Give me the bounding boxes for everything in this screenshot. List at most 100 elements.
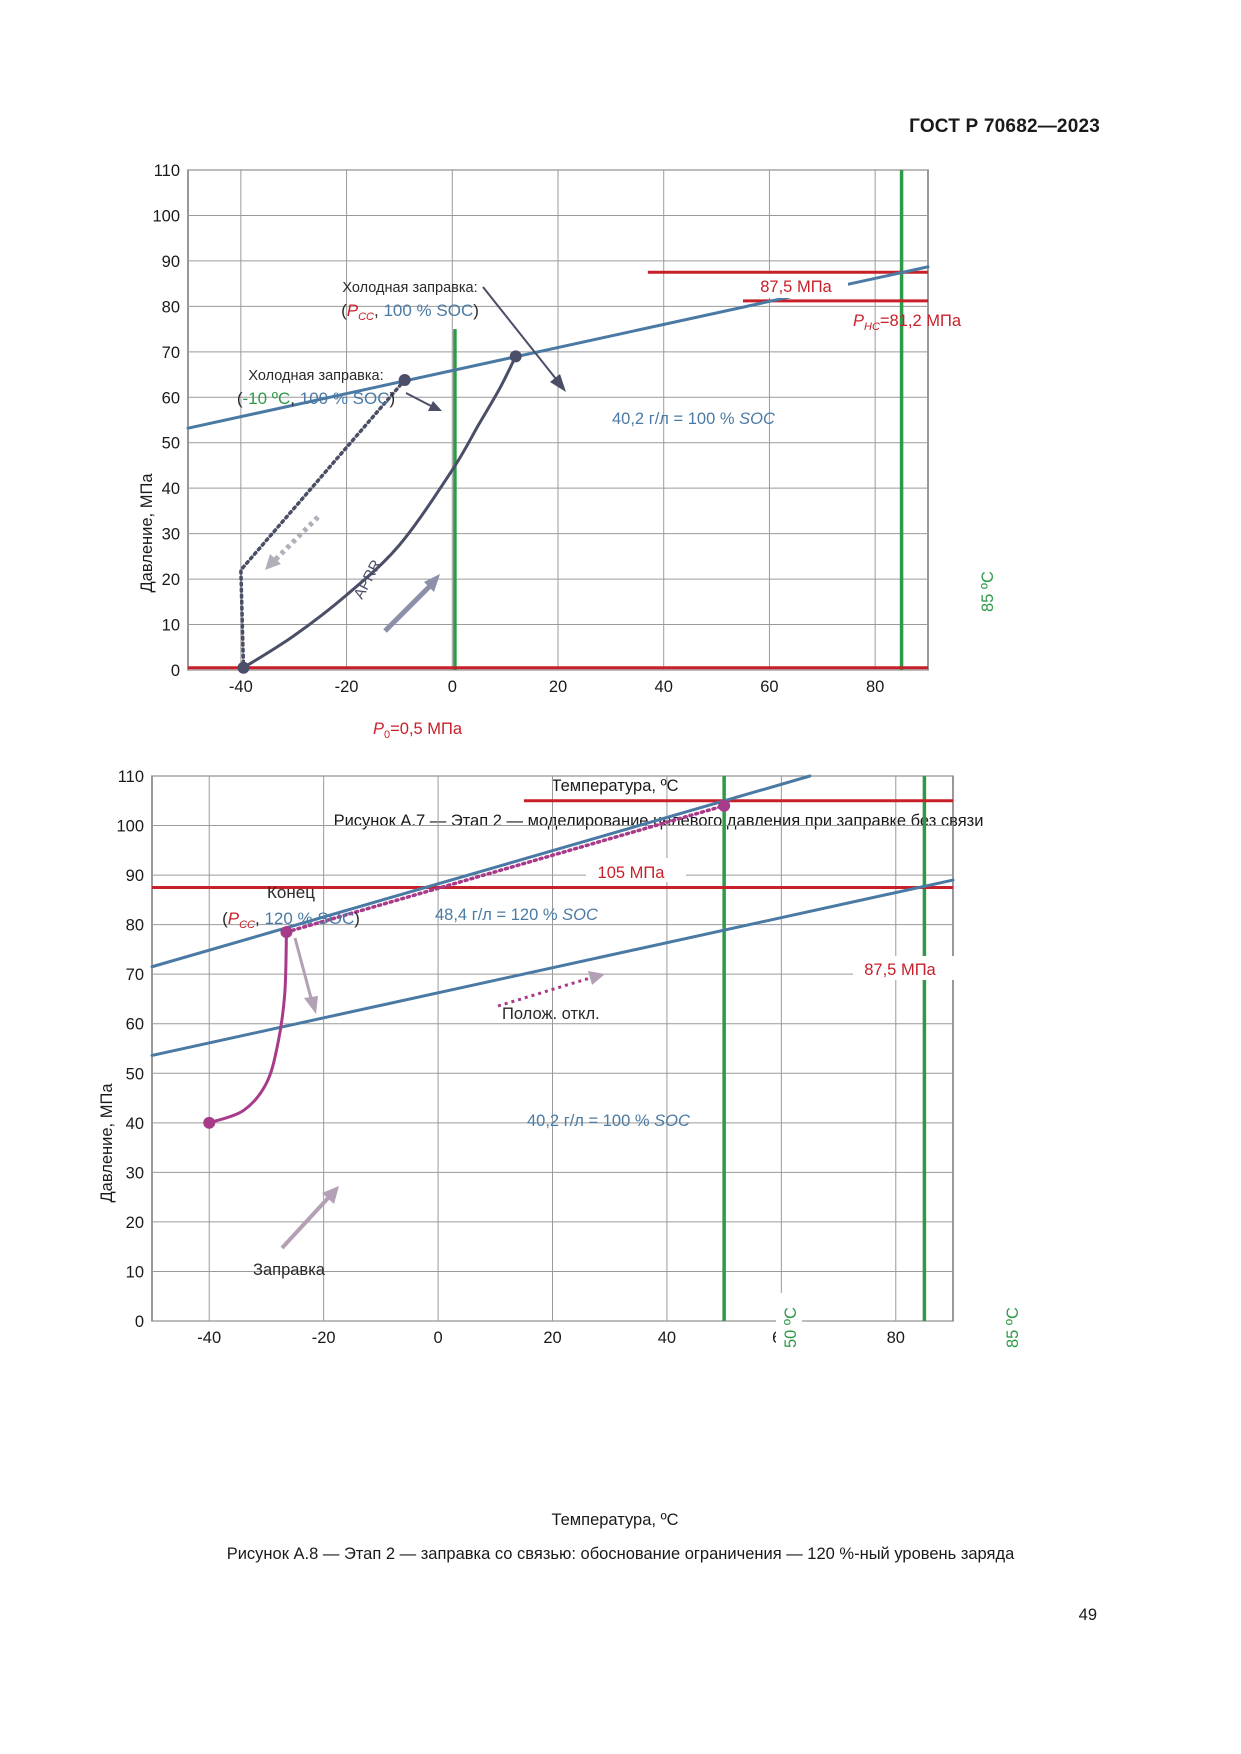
arrow-fill-direction (280, 1194, 332, 1250)
arrow-cooldown-direction (273, 515, 320, 562)
series-label-100-soc: 40,2 г/л = 100 % SOC (527, 1112, 690, 1130)
arrow-head (424, 574, 440, 592)
annotation-end: (PСС, 120 % SOC) (222, 909, 360, 931)
y-tick-label: 70 (126, 966, 144, 984)
series-line (150, 774, 812, 969)
chart-marks (203, 799, 731, 1129)
y-tick-label: 20 (162, 571, 180, 589)
data-point (280, 926, 293, 939)
data-point (718, 799, 731, 812)
x-tick-label: 60 (760, 678, 778, 696)
y-tick-label: 90 (162, 253, 180, 271)
arrow-head (322, 1186, 339, 1204)
data-point (509, 350, 522, 363)
annotation-cold-10: (-10 ºC, 100 % SOC) (237, 389, 395, 408)
series-line (242, 354, 518, 670)
figure-caption-a8: Рисунок А.8 — Этап 2 — заправка со связь… (226, 1545, 1015, 1563)
y-tick-label: 50 (162, 435, 180, 453)
arrow-fill-direction (383, 582, 434, 633)
series-label-120-soc: 48,4 г/л = 120 % SOC (435, 906, 598, 924)
data-point (237, 661, 250, 674)
label-bg (998, 1293, 1024, 1353)
y-tick-label: 40 (162, 480, 180, 498)
annotation-positive-deviation: Полож. откл. (502, 1005, 600, 1023)
y-tick-label: 10 (162, 617, 180, 635)
series-line (150, 878, 955, 1057)
y-tick-label: 10 (126, 1263, 144, 1281)
annotation-cold-10-title: Холодная заправка: (248, 368, 383, 384)
x-tick-label: 40 (658, 1329, 676, 1347)
chart-figure-a7: -40 -20 0 20 40 60 80 0 10 20 30 40 50 60 70 80 90 100 110… (138, 162, 997, 795)
series-line (239, 378, 407, 670)
label-bg (853, 956, 957, 980)
page-number: 49 (1078, 1606, 1097, 1624)
label-bg (586, 858, 686, 882)
y-tick-label: 110 (154, 162, 180, 180)
hline-label-p0: P0=0,5 МПа (373, 720, 463, 741)
chart-grid (187, 169, 929, 671)
arrow-to-cc-point (482, 286, 561, 385)
x-axis-label: Температура, ºС (551, 777, 678, 795)
y-tick-label: 40 (126, 1115, 144, 1133)
chart-marks (237, 350, 522, 674)
y-axis-label: Давление, МПа (98, 1083, 116, 1203)
annotation-cold-cc: (PСС, 100 % SOC) (341, 301, 479, 323)
arrow-head (550, 374, 566, 392)
x-tick-label: 20 (549, 678, 567, 696)
x-tick-label: -40 (197, 1329, 221, 1347)
x-tick-label: 80 (887, 1329, 905, 1347)
chart-lines (150, 774, 955, 1321)
x-tick-label: 0 (448, 678, 457, 696)
x-tick-label: 40 (655, 678, 673, 696)
y-tick-label: 90 (126, 867, 144, 885)
x-tick-label: -20 (312, 1329, 336, 1347)
y-tick-label: 60 (162, 389, 180, 407)
arrow-head (588, 971, 605, 985)
label-bg (744, 274, 848, 298)
vline-label-85: 85 ºС (1004, 1307, 1022, 1348)
arrow-head (304, 996, 318, 1014)
arrow-head (265, 554, 281, 570)
series-label-100-soc: 40,2 г/л = 100 % SOC (612, 410, 775, 428)
y-tick-label: 20 (126, 1214, 144, 1232)
y-tick-label: 70 (162, 344, 180, 362)
vline-label-50: 50 ºС (782, 1307, 800, 1348)
arrow-to-end-point (293, 937, 313, 999)
x-tick-label: 20 (543, 1329, 561, 1347)
series-line (284, 803, 726, 934)
figure-caption-a7: Рисунок А.7 — Этап 2 — моделирование цел… (333, 812, 984, 830)
chart-grid (151, 775, 954, 1322)
y-tick-label: 50 (126, 1065, 144, 1083)
label-bg (776, 1293, 802, 1353)
series-line (207, 930, 288, 1125)
data-point (398, 374, 411, 386)
vline-label-85: 85 ºС (979, 571, 997, 612)
annotation-fill: Заправка (253, 1261, 326, 1279)
hline-label-87-5: 87,5 МПа (760, 278, 832, 296)
annotation-end-title: Конец (267, 883, 315, 902)
arrow-to-minus10-point (405, 392, 434, 408)
y-tick-label: 30 (126, 1164, 144, 1182)
x-tick-label: 0 (433, 1329, 442, 1347)
x-tick-label: -40 (229, 678, 253, 696)
y-tick-label: 80 (126, 917, 144, 935)
data-point (203, 1116, 216, 1129)
x-tick-label: -20 (335, 678, 359, 696)
x-tick-label: 80 (866, 678, 884, 696)
y-tick-label: 110 (118, 768, 144, 786)
document-header: ГОСТ Р 70682—2023 (909, 116, 1100, 137)
hline-label-87-5: 87,5 МПа (864, 961, 936, 979)
chart-figure-a8: -40-200204060800102030405060708090100110… (98, 768, 1024, 1529)
y-tick-label: 80 (162, 298, 180, 316)
arrow-positive-deviation (497, 976, 591, 1008)
hline-label-phc: PНС=81,2 МПа (853, 312, 962, 333)
y-tick-label: 60 (126, 1016, 144, 1034)
y-tick-label: 100 (152, 207, 180, 225)
x-axis-label: Температура, ºС (551, 1511, 678, 1529)
hline-label-105: 105 МПа (598, 864, 666, 882)
annotation-cold-cc-title: Холодная заправка: (342, 280, 477, 296)
y-tick-label: 100 (116, 818, 144, 836)
y-axis-label: Давление, МПа (138, 473, 156, 593)
